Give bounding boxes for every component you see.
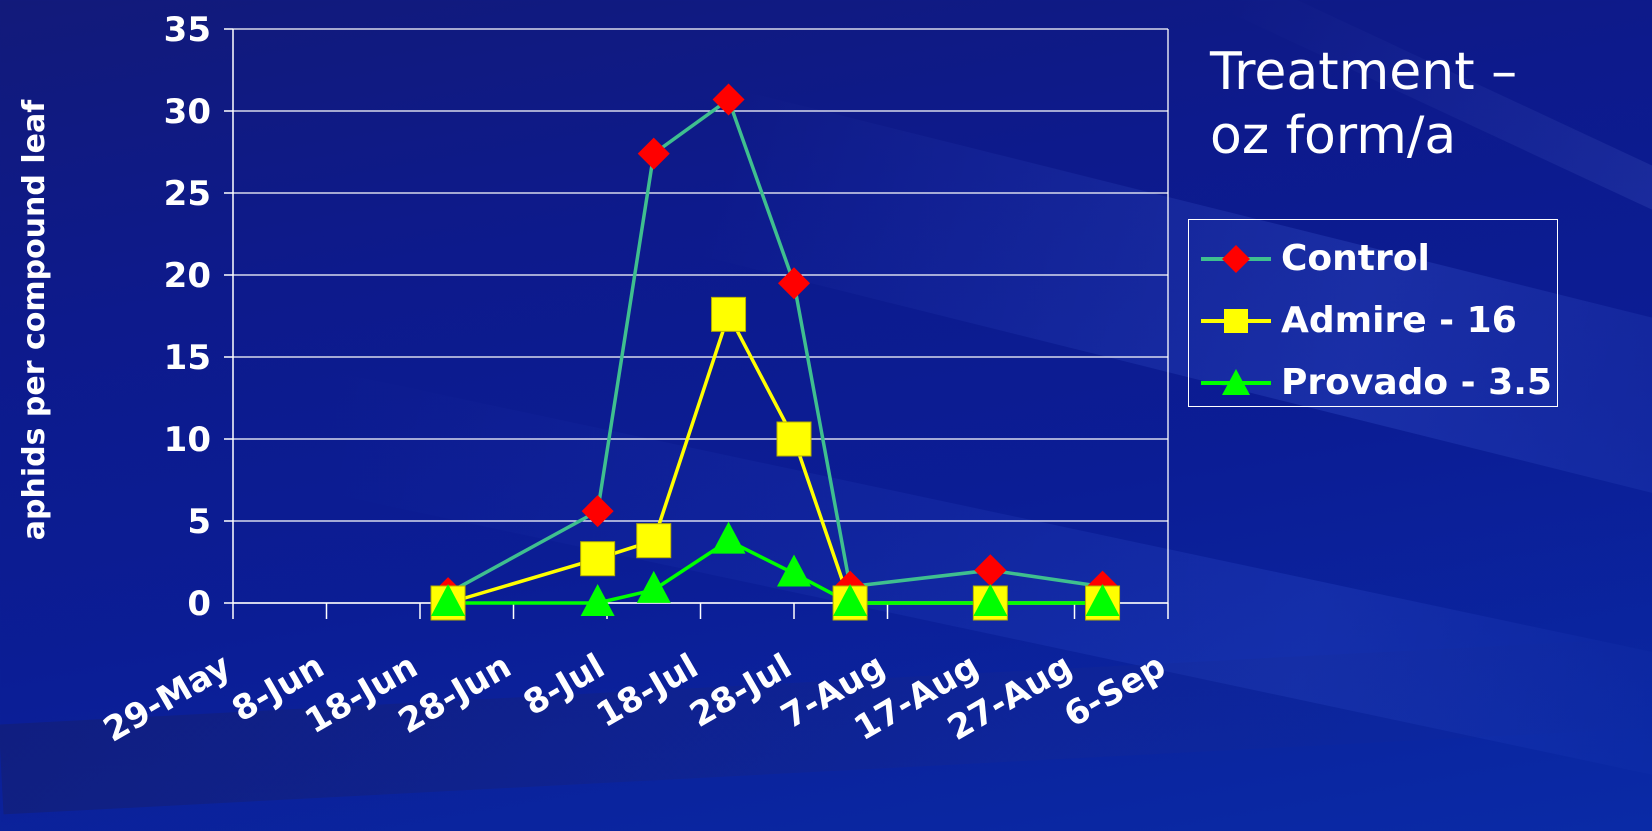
legend-label-admire: Admire - 16 (1281, 300, 1517, 341)
y-axis-label: aphids per compound leaf (17, 99, 52, 540)
data-point-provado (833, 584, 868, 616)
data-point-provado (431, 584, 466, 616)
legend-label-provado: Provado - 3.5 (1281, 362, 1552, 403)
data-point-provado (580, 584, 615, 616)
data-point-admire (776, 421, 812, 457)
legend: Control Admire - 16 Provado - 3.5 (1188, 219, 1558, 407)
data-point-provado (777, 554, 811, 587)
legend-swatch-control (1201, 245, 1271, 273)
legend-label-control: Control (1281, 238, 1430, 279)
y-tick-label: 10 (164, 420, 211, 460)
x-tick-label: 29-May (97, 646, 238, 750)
data-point-control (637, 137, 670, 170)
axes: 0510152025303529-May8-Jun18-Jun28-Jun8-J… (97, 10, 1173, 750)
data-point-control (581, 495, 614, 528)
legend-item-admire: Admire - 16 (1199, 296, 1554, 346)
x-tick-label: 6-Sep (1058, 646, 1173, 735)
legend-title-line: Treatment – (1210, 42, 1518, 102)
series-markers (430, 83, 1121, 621)
series-lines (447, 96, 1103, 605)
legend-item-control: Control (1199, 234, 1554, 284)
series-line-provado (448, 538, 1103, 605)
y-tick-label: 15 (164, 338, 211, 378)
legend-item-provado: Provado - 3.5 (1199, 358, 1554, 408)
y-tick-label: 35 (164, 10, 211, 50)
data-point-provado (973, 584, 1008, 616)
series-line-admire (447, 309, 1103, 605)
data-point-control (712, 83, 745, 116)
y-tick-label: 20 (164, 256, 211, 296)
y-tick-label: 30 (164, 92, 211, 132)
data-point-admire (711, 296, 747, 332)
y-tick-label: 25 (164, 174, 211, 214)
y-tick-label: 0 (187, 584, 211, 624)
data-point-provado (1085, 584, 1120, 616)
series-line-control (447, 96, 1103, 595)
x-tick-label: 28-Jul (683, 646, 798, 736)
legend-title-line: oz form/a (1210, 106, 1457, 166)
data-point-admire (580, 541, 616, 577)
data-point-control (778, 267, 810, 300)
legend-swatch-admire (1201, 309, 1271, 333)
data-point-provado (636, 570, 671, 603)
data-point-admire (636, 523, 672, 559)
data-point-provado (711, 521, 746, 554)
y-tick-label: 5 (187, 502, 211, 542)
gridlines (233, 28, 1168, 604)
data-point-control (974, 554, 1007, 587)
x-tick-label: 18-Jul (590, 646, 705, 736)
legend-title: Treatment – oz form/a (1210, 40, 1630, 168)
legend-swatch-provado (1201, 369, 1271, 395)
